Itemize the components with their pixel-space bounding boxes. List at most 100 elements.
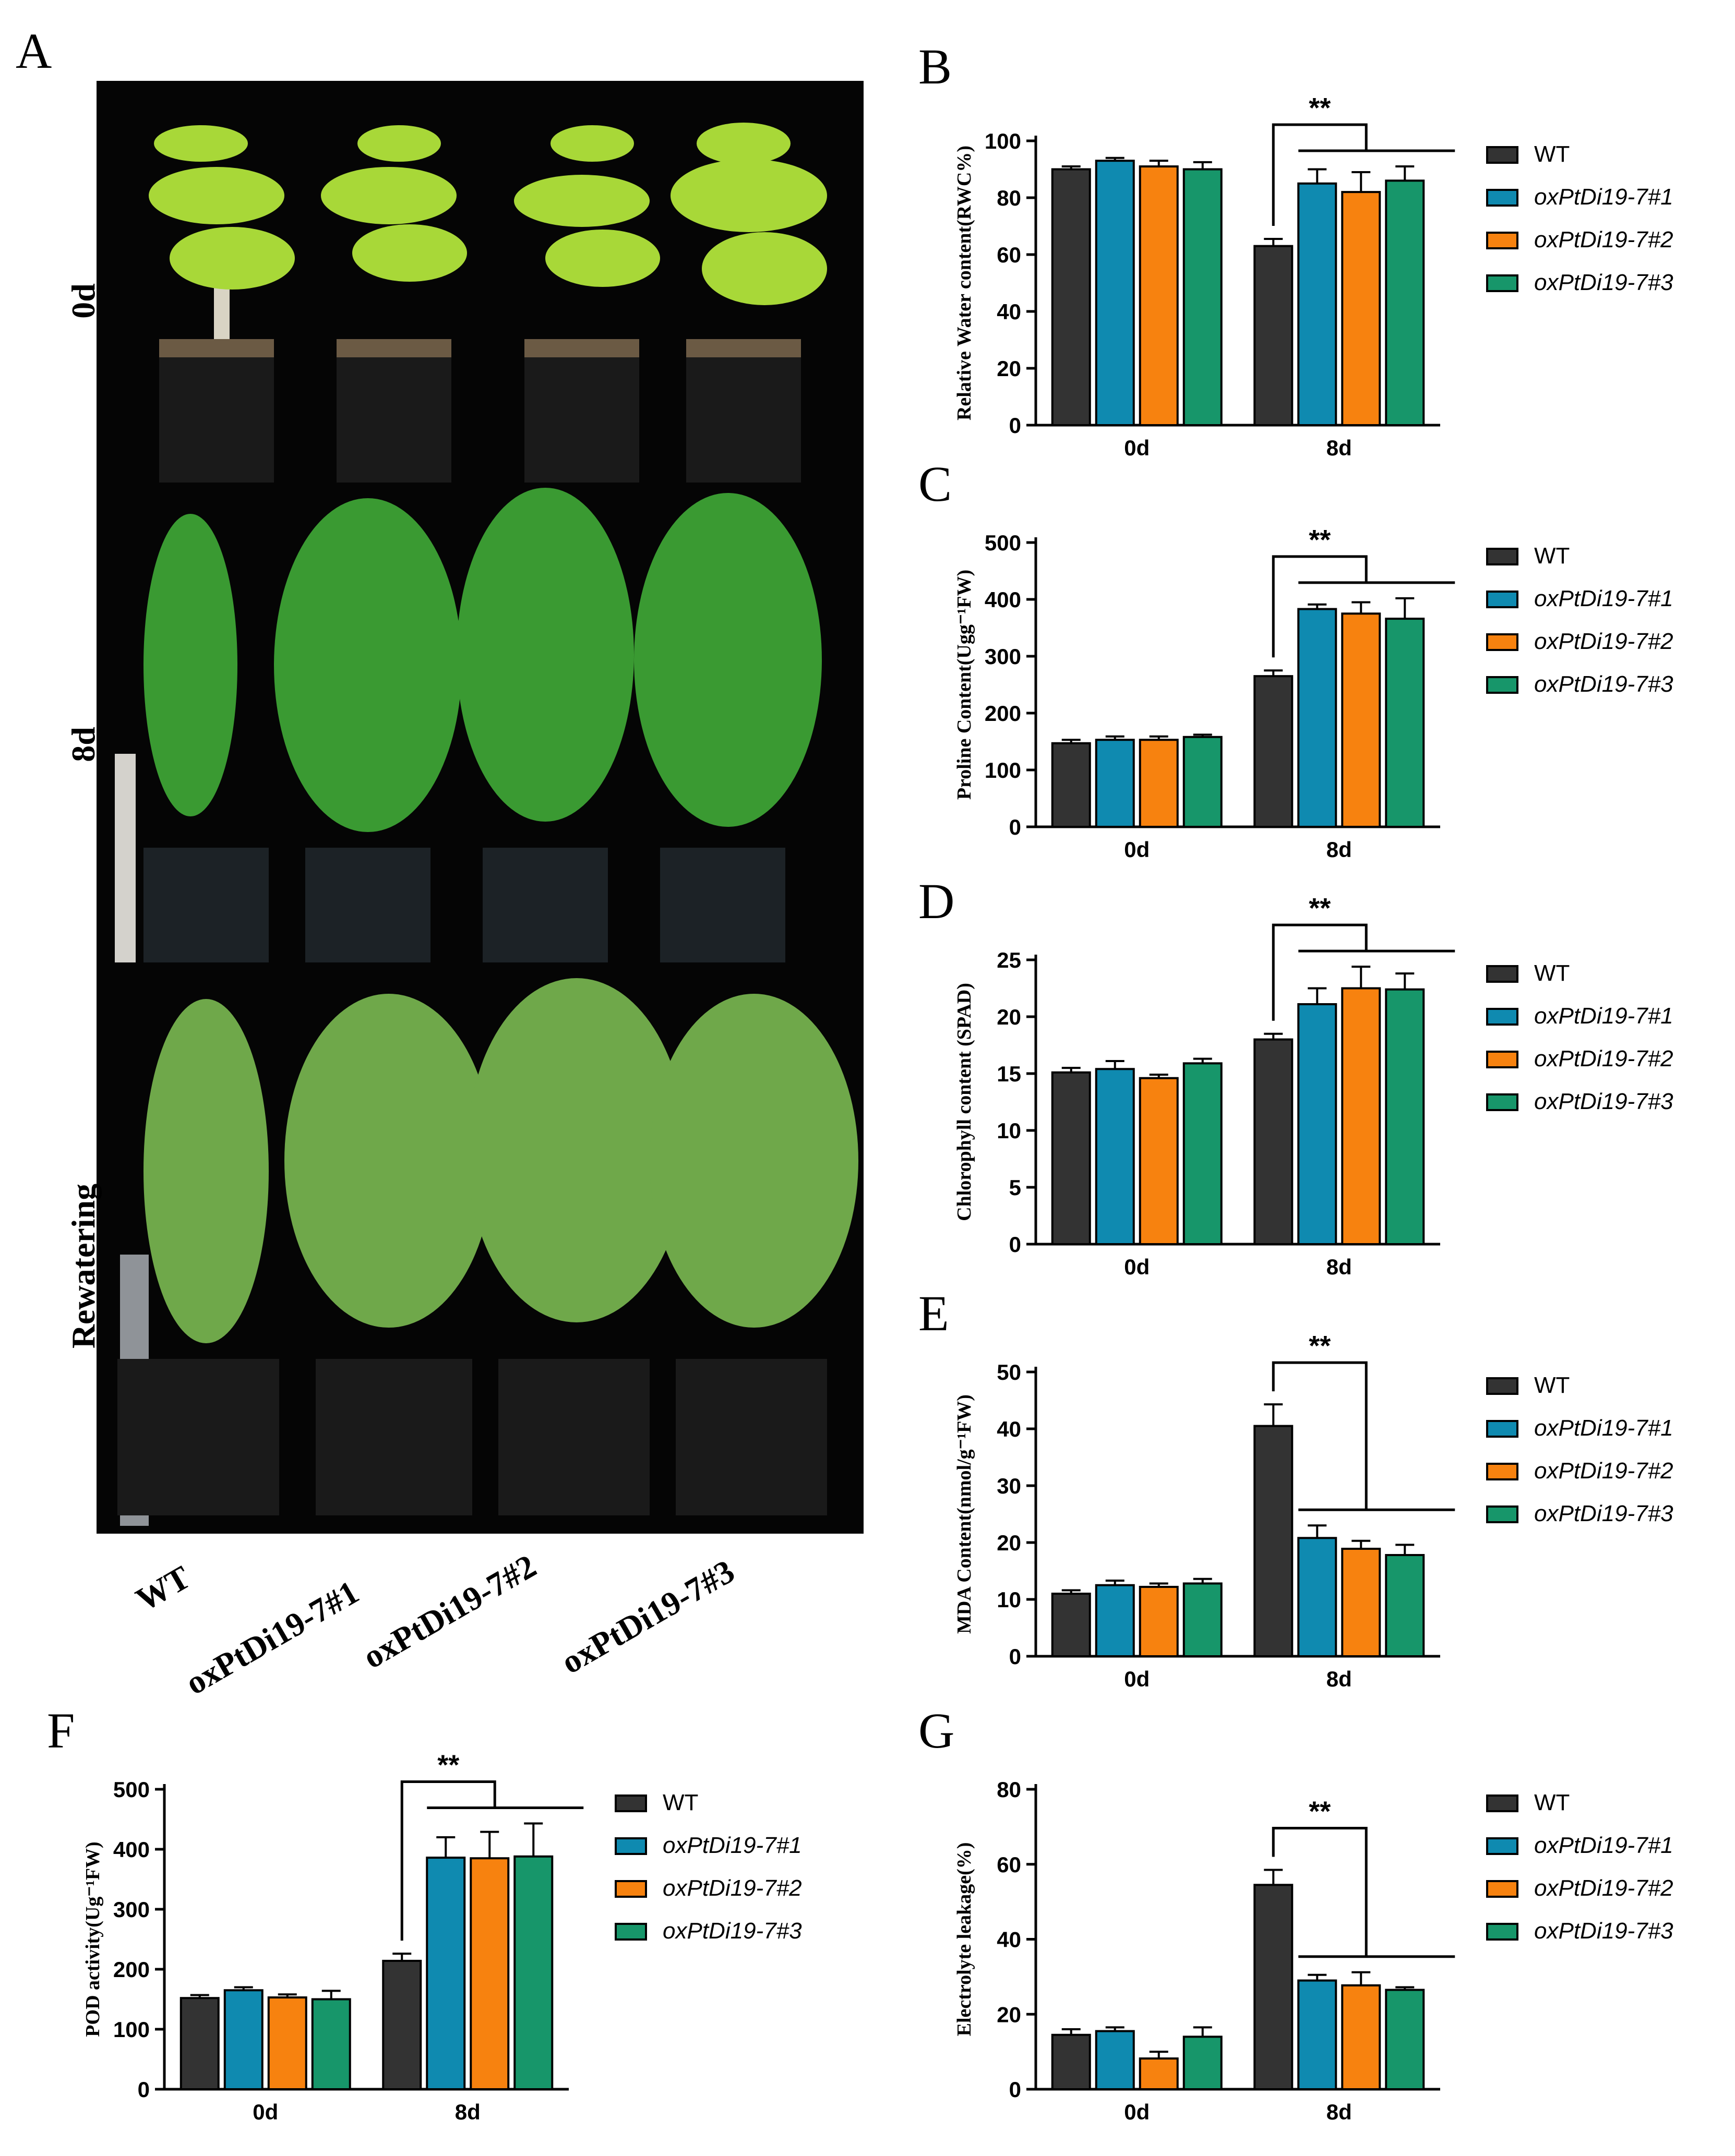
chart-e-bar bbox=[1182, 1582, 1223, 1658]
panel-letter-c: C bbox=[918, 456, 952, 512]
chart-g-bar bbox=[1139, 2057, 1179, 2090]
chart-e: 0 10 20 30 40 50 MDA Content(nmol/g⁻¹FW) 0d 8d **… bbox=[953, 1330, 1673, 1691]
panel-letter-g: G bbox=[918, 1703, 955, 1758]
chart-e-legend-label: oxPtDi19-7#2 bbox=[1534, 1458, 1673, 1484]
chart-d-bar bbox=[1139, 1077, 1179, 1245]
chart-c-legend-swatch bbox=[1486, 676, 1518, 694]
chart-b-legend-label: oxPtDi19-7#2 bbox=[1534, 227, 1673, 252]
chart-b-bar bbox=[1139, 165, 1179, 427]
chart-f-sig-label: ** bbox=[437, 1750, 459, 1781]
chart-g-bar bbox=[1253, 1884, 1294, 2090]
chart-e-ytick-label: 50 bbox=[997, 1360, 1021, 1384]
chart-f-ytick-label: 0 bbox=[138, 2077, 150, 2102]
chart-b-bar bbox=[1385, 179, 1425, 427]
chart-c-legend-swatch bbox=[1486, 633, 1518, 651]
chart-b-bar bbox=[1095, 160, 1135, 427]
chart-g-legend-label: oxPtDi19-7#3 bbox=[1534, 1918, 1673, 1944]
panel-letter-b: B bbox=[918, 39, 952, 94]
chart-e-ytick-label: 30 bbox=[997, 1474, 1021, 1498]
chart-e-legend-swatch bbox=[1486, 1420, 1518, 1438]
chart-c-legend-swatch bbox=[1486, 548, 1518, 565]
row-label-rewatering: Rewatering bbox=[65, 1183, 102, 1349]
chart-c-ytick-label: 200 bbox=[985, 701, 1021, 726]
chart-b-legend-swatch bbox=[1486, 274, 1518, 292]
chart-f-bar bbox=[267, 1996, 307, 2090]
genotype-label-line1: oxPtDi19-7#1 bbox=[179, 1573, 365, 1702]
chart-d-bar bbox=[1385, 988, 1425, 1246]
chart-b-ytick-label: 60 bbox=[997, 243, 1021, 267]
chart-c-category-label: 8d bbox=[1326, 837, 1352, 862]
chart-g-legend-swatch bbox=[1486, 1923, 1518, 1941]
chart-e-bar bbox=[1139, 1586, 1179, 1657]
chart-f-legend-swatch bbox=[615, 1923, 647, 1941]
chart-c-sig-label: ** bbox=[1309, 524, 1331, 556]
chart-c-ytick-label: 300 bbox=[985, 644, 1021, 669]
chart-f-bar bbox=[223, 1989, 264, 2090]
chart-d-category-label: 0d bbox=[1124, 1255, 1150, 1279]
chart-e-ytick-label: 10 bbox=[997, 1587, 1021, 1612]
plant-photo-rewatering bbox=[97, 962, 864, 1534]
chart-f-ytick-label: 400 bbox=[113, 1837, 150, 1862]
chart-f-bar bbox=[426, 1857, 466, 2090]
chart-b-ytick-label: 40 bbox=[997, 299, 1021, 324]
chart-c-category-label: 0d bbox=[1124, 837, 1150, 862]
chart-f-category-label: 0d bbox=[253, 2100, 278, 2124]
chart-g-ytick-label: 20 bbox=[997, 2002, 1021, 2027]
chart-g-bar bbox=[1297, 1979, 1337, 2090]
chart-f-ytick-label: 200 bbox=[113, 1957, 150, 1982]
chart-g-bar bbox=[1095, 2030, 1135, 2090]
leaves-8d bbox=[143, 488, 822, 832]
chart-f-legend-label: oxPtDi19-7#1 bbox=[663, 1833, 802, 1858]
chart-b-ytick-label: 100 bbox=[985, 129, 1021, 153]
chart-e-ytick-label: 40 bbox=[997, 1417, 1021, 1441]
chart-d-legend-swatch bbox=[1486, 1051, 1518, 1068]
chart-g-bar bbox=[1385, 1989, 1425, 2090]
chart-e-sig-bracket bbox=[1272, 1361, 1368, 1510]
chart-g-legend-label: oxPtDi19-7#2 bbox=[1534, 1875, 1673, 1901]
chart-b-sig-label: ** bbox=[1309, 92, 1331, 124]
chart-d-bar bbox=[1297, 1003, 1337, 1246]
chart-c-ytick-label: 500 bbox=[985, 531, 1021, 555]
chart-b-ylabel: Relative Water content(RWC%) bbox=[953, 146, 975, 420]
chart-b-bar bbox=[1253, 245, 1294, 426]
chart-g-legend-swatch bbox=[1486, 1794, 1518, 1812]
chart-g-category-label: 8d bbox=[1326, 2100, 1352, 2124]
chart-b-category-label: 8d bbox=[1326, 436, 1352, 460]
chart-d-bar bbox=[1253, 1038, 1294, 1245]
panel-letter-e: E bbox=[918, 1285, 949, 1341]
chart-f-ylabel: POD activity(Ug⁻¹FW) bbox=[82, 1841, 104, 2037]
chart-e-category-label: 0d bbox=[1124, 1667, 1150, 1691]
chart-d-legend-swatch bbox=[1486, 1008, 1518, 1026]
chart-c: 0 100 200 300 400 500 Proline Content(Ugg⁻¹FW)… bbox=[953, 524, 1673, 862]
chart-b: 0 20 40 60 80 100 Relative Water content(RWC%)… bbox=[953, 92, 1673, 460]
chart-g-category-label: 0d bbox=[1124, 2100, 1150, 2124]
chart-f: 0 100 200 300 400 500 POD activity(Ug⁻¹FW) 0d 8d… bbox=[82, 1750, 802, 2124]
chart-b-ytick-label: 20 bbox=[997, 356, 1021, 381]
chart-b-category-label: 0d bbox=[1124, 436, 1150, 460]
chart-g-legend-swatch bbox=[1486, 1837, 1518, 1855]
chart-g-legend-label: WT bbox=[1534, 1790, 1570, 1815]
chart-e-legend-label: oxPtDi19-7#3 bbox=[1534, 1501, 1673, 1526]
chart-d-ytick-label: 10 bbox=[997, 1118, 1021, 1143]
chart-f-ytick-label: 300 bbox=[113, 1897, 150, 1922]
chart-e-bar bbox=[1095, 1584, 1135, 1657]
leaves-rewatering bbox=[143, 978, 858, 1343]
chart-g-legend-label: oxPtDi19-7#1 bbox=[1534, 1833, 1673, 1858]
chart-g-ytick-label: 40 bbox=[997, 1928, 1021, 1952]
chart-d-sig-bracket bbox=[1272, 923, 1368, 1021]
chart-f-legend-swatch bbox=[615, 1837, 647, 1855]
chart-e-ylabel: MDA Content(nmol/g⁻¹FW) bbox=[953, 1394, 975, 1634]
chart-c-ytick-label: 400 bbox=[985, 587, 1021, 612]
chart-d-bar bbox=[1341, 987, 1381, 1245]
pots-8d bbox=[143, 848, 785, 962]
chart-g-sig-label: ** bbox=[1309, 1796, 1331, 1827]
chart-e-legend-swatch bbox=[1486, 1377, 1518, 1395]
chart-d-sig-label: ** bbox=[1309, 893, 1331, 924]
chart-b-bar bbox=[1341, 191, 1381, 426]
chart-g-ylabel: Electrolyte leakage(%) bbox=[953, 1842, 975, 2037]
panel-letter-f: F bbox=[47, 1703, 75, 1758]
leaves-0d bbox=[149, 123, 827, 305]
chart-d-ytick-label: 5 bbox=[1009, 1175, 1021, 1200]
plants-0d-illustration bbox=[149, 123, 827, 483]
chart-g: 0 20 40 60 80 Electrolyte leakage(%) 0d 8d ** WT o… bbox=[953, 1777, 1673, 2124]
